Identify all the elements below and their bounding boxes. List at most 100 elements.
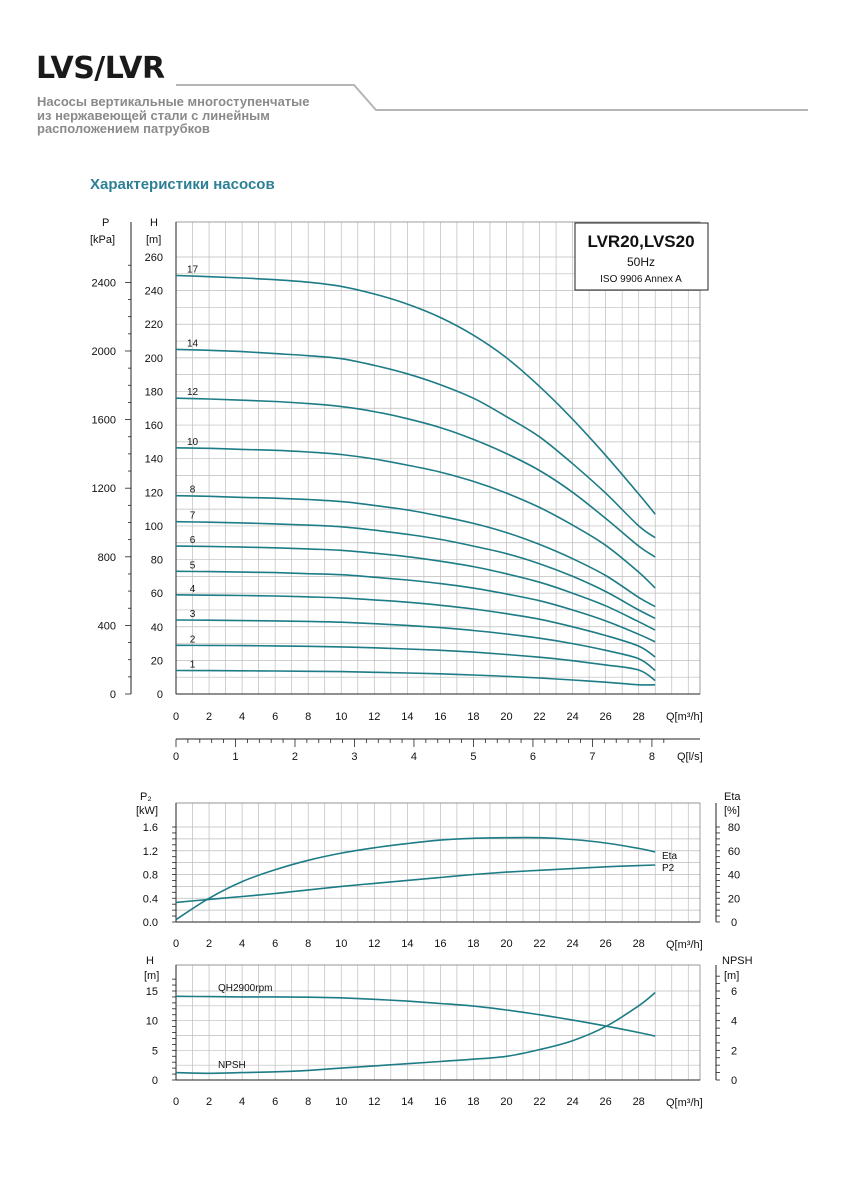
x2-tick-label: 5 xyxy=(470,751,476,763)
y-tick-label: 0.8 xyxy=(143,870,158,882)
x-tick-label: 22 xyxy=(533,711,545,723)
x-tick-label: 22 xyxy=(533,938,545,950)
curve-label: 1 xyxy=(190,659,196,670)
y-tick-label: 240 xyxy=(145,286,163,298)
y-tick-label: 260 xyxy=(145,252,163,264)
curve-stages-12 xyxy=(175,397,656,558)
y2-tick-label: 4 xyxy=(731,1016,737,1028)
qh-chart: 0204060801001201401601802002202402600400… xyxy=(90,217,709,763)
x-tick-label: 8 xyxy=(305,1096,311,1108)
y-tick-label: 120 xyxy=(145,487,163,499)
curve-label: QH2900rpm xyxy=(218,983,272,994)
y2-tick-label: 0 xyxy=(731,917,737,929)
x-tick-label: 4 xyxy=(239,1096,245,1108)
x-tick-label: 0 xyxy=(173,1096,179,1108)
plot-frame xyxy=(175,221,701,695)
x-tick-label: 12 xyxy=(368,1096,380,1108)
curve-label: 5 xyxy=(190,560,196,571)
y2-tick-label: 2400 xyxy=(92,277,116,289)
y-tick-label: 0 xyxy=(152,1075,158,1087)
y2-axis-unit: [%] xyxy=(724,805,740,817)
curve-label: 2 xyxy=(190,634,196,645)
x-tick-label: 28 xyxy=(633,711,645,723)
subtitle-line: расположением патрубков xyxy=(37,121,210,136)
curve-label: 3 xyxy=(190,609,196,620)
x2-tick-label: 6 xyxy=(530,751,536,763)
y-tick-label: 140 xyxy=(145,454,163,466)
curve-stages-10 xyxy=(175,447,656,589)
curve-label: 14 xyxy=(187,338,199,349)
x2-tick-label: 0 xyxy=(173,751,179,763)
curve-stages-6 xyxy=(175,545,656,631)
chart-grid xyxy=(175,964,701,1081)
y-tick-label: 180 xyxy=(145,386,163,398)
title-box-model: LVR20,LVS20 xyxy=(587,232,694,251)
y-tick-label: 40 xyxy=(151,622,163,634)
y-tick-label: 10 xyxy=(146,1016,158,1028)
y2-tick-label: 400 xyxy=(98,620,116,632)
y2-axis-label: Eta xyxy=(724,791,741,803)
y2-tick-label: 800 xyxy=(98,552,116,564)
x-axis-label: Q[m³/h] xyxy=(666,939,703,951)
y2-tick-label: 0 xyxy=(110,689,116,701)
curve-stages-4 xyxy=(175,594,656,658)
x-tick-label: 24 xyxy=(566,711,578,723)
curve-label: Eta xyxy=(662,851,677,862)
x-tick-label: 16 xyxy=(434,1096,446,1108)
y-tick-label: 220 xyxy=(145,319,163,331)
curve-label: NPSH xyxy=(218,1060,246,1071)
curve-stages-5 xyxy=(175,570,656,643)
curve-stages-8 xyxy=(175,494,656,608)
x-tick-label: 12 xyxy=(368,711,380,723)
y-axis-unit: [m] xyxy=(144,970,159,982)
x-tick-label: 28 xyxy=(633,938,645,950)
x-tick-label: 26 xyxy=(600,711,612,723)
y-axis-unit: [kW] xyxy=(136,805,158,817)
brand-subtitle: Насосы вертикальные многоступенчатые из … xyxy=(37,95,310,136)
curve-label: 7 xyxy=(190,511,196,522)
x-tick-label: 14 xyxy=(401,711,413,723)
curve-group: QH2900rpm NPSH xyxy=(175,983,656,1075)
x2-tick-label: 1 xyxy=(232,751,238,763)
x-tick-label: 26 xyxy=(600,938,612,950)
curve-eta xyxy=(175,836,656,921)
x-tick-label: 6 xyxy=(272,711,278,723)
curve-npsh xyxy=(175,991,656,1075)
y-tick-label: 1.6 xyxy=(143,822,158,834)
y2-tick-label: 80 xyxy=(728,822,740,834)
y-tick-label: 0.4 xyxy=(143,893,158,905)
x2-axis-label: Q[l/s] xyxy=(677,751,703,763)
x2-tick-label: 2 xyxy=(292,751,298,763)
y2-tick-label: 20 xyxy=(728,893,740,905)
curve-label: P2 xyxy=(662,863,675,874)
x-tick-label: 6 xyxy=(272,1096,278,1108)
x-tick-label: 2 xyxy=(206,1096,212,1108)
subtitle-line: из нержавеющей стали с линейным xyxy=(37,107,270,123)
curve-group: 17 14 12 10 8 7 6 5 4 3 2 1 xyxy=(175,264,656,686)
y2-axis-unit: [kPa] xyxy=(90,234,115,246)
curve-stages-7 xyxy=(175,520,656,620)
chart-grid xyxy=(175,802,701,923)
curve-label: 4 xyxy=(190,584,196,595)
x-tick-label: 22 xyxy=(533,1096,545,1108)
y-tick-label: 5 xyxy=(152,1045,158,1057)
curve-p2 xyxy=(175,864,656,904)
y2-axis-label: NPSH xyxy=(722,955,753,967)
y-tick-label: 80 xyxy=(151,555,163,567)
y2-tick-label: 2 xyxy=(731,1045,737,1057)
x-tick-label: 16 xyxy=(434,711,446,723)
y2-tick-label: 6 xyxy=(731,986,737,998)
section-title: Характеристики насосов xyxy=(90,176,275,193)
x-tick-label: 24 xyxy=(566,1096,578,1108)
y-axis-label: H xyxy=(146,955,154,967)
y2-tick-label: 0 xyxy=(731,1075,737,1087)
y-axis-unit: [m] xyxy=(146,234,161,246)
curve-label: 12 xyxy=(187,387,199,398)
title-box-standard: ISO 9906 Annex A xyxy=(600,274,682,285)
y2-axis-unit: [m] xyxy=(724,970,739,982)
x2-tick-label: 3 xyxy=(351,751,357,763)
subtitle-line: Насосы вертикальные многоступенчатые xyxy=(37,94,310,109)
y-tick-label: 160 xyxy=(145,420,163,432)
